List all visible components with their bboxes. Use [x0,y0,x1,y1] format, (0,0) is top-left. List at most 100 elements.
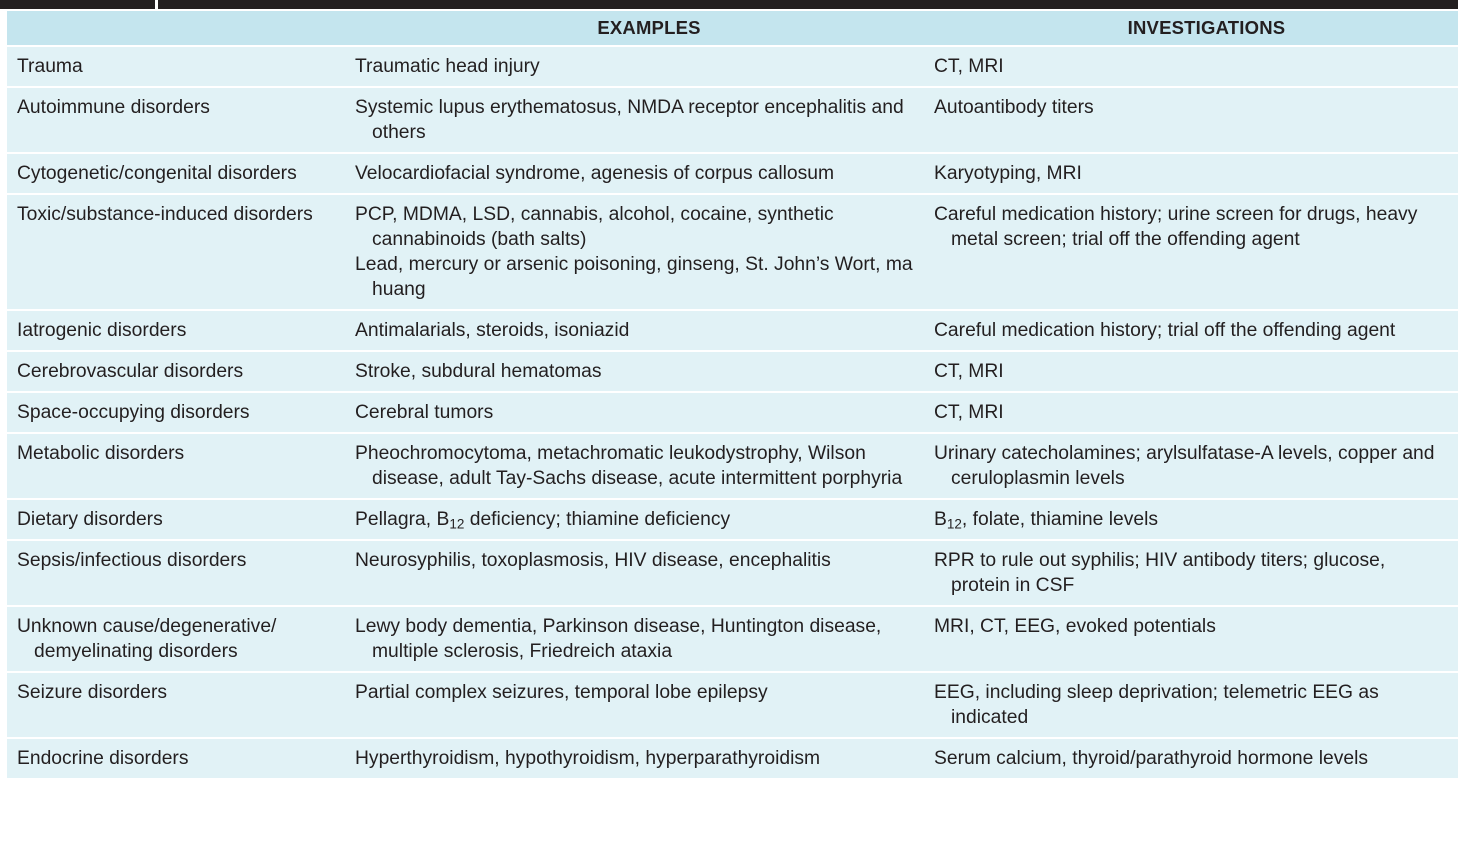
investigations-cell: MRI, CT, EEG, evoked potentials [925,605,1458,672]
cause-text: Sepsis/infectious disorders [17,550,247,571]
top-rule [0,0,1458,9]
investigations-cell: Urinary catecholamines; arylsulfatase-A … [925,432,1458,499]
cause-text: Metabolic disorders [17,443,185,464]
cause-text: Seizure disorders [17,682,168,703]
investigations-cell: Serum calcium, thyroid/parathyroid hormo… [925,737,1458,778]
cause-cell: Dietary disorders [7,498,345,540]
table-row: Sepsis/infectious disorders Neurosyphilis… [7,539,1458,606]
examples-text: Traumatic head injury [355,56,540,77]
examples-text: PCP, MDMA, LSD, cannabis, alcohol, cocai… [355,204,834,250]
cause-cell: Space-occupying disorders [7,391,345,433]
cause-text: Iatrogenic disorders [17,320,187,341]
header-examples: EXAMPLES [345,11,925,47]
examples-text: Pellagra, B12 deficiency; thiamine defic… [355,509,731,532]
cause-text: Endocrine disorders [17,748,189,769]
table-row: Dietary disorders Pellagra, B12 deficienc… [7,498,1458,540]
investigations-cell: CT, MRI [925,46,1458,87]
causes-table: EXAMPLES INVESTIGATIONS Trauma Traumatic … [7,11,1458,778]
header-cause [7,11,345,47]
investigations-cell: B12, folate, thiamine levels [925,498,1458,540]
cause-text: Cytogenetic/congenital disorders [17,163,297,184]
examples-text: Neurosyphilis, toxoplasmosis, HIV diseas… [355,550,831,571]
investigations-text: Careful medication history; urine screen… [934,204,1418,250]
investigations-text: CT, MRI [934,402,1004,423]
cause-text: Trauma [17,56,83,77]
table-row: Iatrogenic disorders Antimalarials, stero… [7,309,1458,351]
cause-cell: Endocrine disorders [7,737,345,778]
header-row: EXAMPLES INVESTIGATIONS [7,11,1458,47]
cause-text: Toxic/substance-induced disorders [17,204,313,225]
investigations-text: Careful medication history; trial off th… [934,320,1396,341]
cause-cell: Metabolic disorders [7,432,345,499]
investigations-text: Karyotyping, MRI [934,163,1082,184]
cause-text: Unknown cause/degenerative/ demyelinatin… [17,616,277,662]
table-row: Autoimmune disorders Systemic lupus eryth… [7,86,1458,153]
cause-text: Space-occupying disorders [17,402,250,423]
examples-text: Velocardiofacial syndrome, agenesis of c… [355,163,835,184]
investigations-cell: Careful medication history; urine screen… [925,193,1458,310]
investigations-text: Serum calcium, thyroid/parathyroid hormo… [934,748,1369,769]
table-row: Cytogenetic/congenital disorders Velocard… [7,152,1458,194]
investigations-cell: CT, MRI [925,391,1458,433]
cause-cell: Iatrogenic disorders [7,309,345,351]
examples-text: Antimalarials, steroids, isoniazid [355,320,630,341]
cause-cell: Cytogenetic/congenital disorders [7,152,345,194]
examples-cell: Antimalarials, steroids, isoniazid [345,309,925,351]
header-investigations: INVESTIGATIONS [925,11,1458,47]
investigations-text: RPR to rule out syphilis; HIV antibody t… [934,550,1386,596]
cause-cell: Seizure disorders [7,671,345,738]
examples-text: Lead, mercury or arsenic poisoning, gins… [355,254,913,300]
table-row: Seizure disorders Partial complex seizure… [7,671,1458,738]
cause-cell: Cerebrovascular disorders [7,350,345,392]
examples-text: Pheochromocytoma, metachromatic leukodys… [355,443,903,489]
examples-cell: Velocardiofacial syndrome, agenesis of c… [345,152,925,194]
table-row: Cerebrovascular disorders Stroke, subdura… [7,350,1458,392]
cause-cell: Sepsis/infectious disorders [7,539,345,606]
investigations-cell: Careful medication history; trial off th… [925,309,1458,351]
table-row: Unknown cause/degenerative/ demyelinatin… [7,605,1458,672]
investigations-text: B12, folate, thiamine levels [934,509,1159,532]
investigations-text: CT, MRI [934,56,1004,77]
examples-text: Systemic lupus erythematosus, NMDA recep… [355,97,904,143]
investigations-text: CT, MRI [934,361,1004,382]
cause-cell: Unknown cause/degenerative/ demyelinatin… [7,605,345,672]
examples-cell: Pheochromocytoma, metachromatic leukodys… [345,432,925,499]
investigations-cell: EEG, including sleep deprivation; teleme… [925,671,1458,738]
cause-cell: Autoimmune disorders [7,86,345,153]
table-row: Endocrine disorders Hyperthyroidism, hypo… [7,737,1458,778]
table-body: Trauma Traumatic head injury CT, MRI Autoim… [7,46,1458,778]
examples-cell: Pellagra, B12 deficiency; thiamine defic… [345,498,925,540]
table-row: Metabolic disorders Pheochromocytoma, met… [7,432,1458,499]
examples-cell: Hyperthyroidism, hypothyroidism, hyperpa… [345,737,925,778]
examples-text: Hyperthyroidism, hypothyroidism, hyperpa… [355,748,821,769]
examples-cell: Partial complex seizures, temporal lobe … [345,671,925,738]
investigations-cell: Karyotyping, MRI [925,152,1458,194]
investigations-cell: CT, MRI [925,350,1458,392]
examples-text: Partial complex seizures, temporal lobe … [355,682,768,703]
examples-text: Stroke, subdural hematomas [355,361,602,382]
causes-table-container: EXAMPLES INVESTIGATIONS Trauma Traumatic … [7,11,1458,778]
table-header: EXAMPLES INVESTIGATIONS [7,11,1458,47]
investigations-text: Autoantibody titers [934,97,1094,118]
cause-text: Cerebrovascular disorders [17,361,244,382]
investigations-text: Urinary catecholamines; arylsulfatase-A … [934,443,1435,489]
investigations-cell: RPR to rule out syphilis; HIV antibody t… [925,539,1458,606]
examples-cell: Stroke, subdural hematomas [345,350,925,392]
cause-text: Autoimmune disorders [17,97,210,118]
examples-cell: Cerebral tumors [345,391,925,433]
table-row: Space-occupying disorders Cerebral tumors… [7,391,1458,433]
investigations-text: EEG, including sleep deprivation; teleme… [934,682,1379,728]
cause-cell: Toxic/substance-induced disorders [7,193,345,310]
investigations-cell: Autoantibody titers [925,86,1458,153]
examples-cell: Neurosyphilis, toxoplasmosis, HIV diseas… [345,539,925,606]
examples-cell: PCP, MDMA, LSD, cannabis, alcohol, cocai… [345,193,925,310]
top-rule-notch [155,0,158,9]
examples-text: Lewy body dementia, Parkinson disease, H… [355,616,882,662]
examples-cell: Traumatic head injury [345,46,925,87]
examples-cell: Systemic lupus erythematosus, NMDA recep… [345,86,925,153]
cause-cell: Trauma [7,46,345,87]
table-row: Toxic/substance-induced disorders PCP, MD… [7,193,1458,310]
investigations-text: MRI, CT, EEG, evoked potentials [934,616,1216,637]
examples-cell: Lewy body dementia, Parkinson disease, H… [345,605,925,672]
cause-text: Dietary disorders [17,509,163,530]
